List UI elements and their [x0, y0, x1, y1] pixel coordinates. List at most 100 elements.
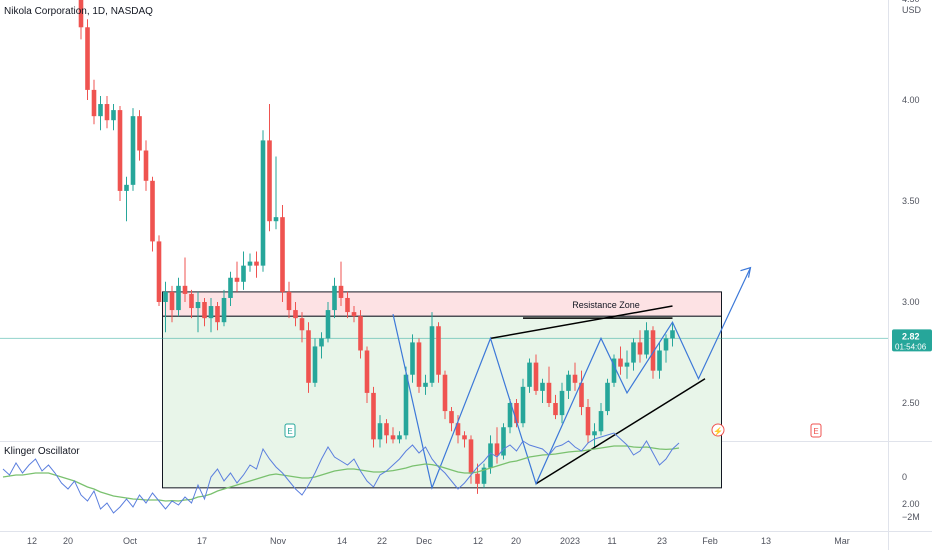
candle-body[interactable]: [410, 342, 415, 375]
candle-body[interactable]: [364, 350, 370, 393]
candle-body[interactable]: [156, 241, 162, 302]
candle-body[interactable]: [111, 110, 116, 121]
candle-body[interactable]: [559, 390, 565, 416]
candle-body[interactable]: [306, 330, 311, 383]
candle-body[interactable]: [130, 116, 136, 185]
candle-body[interactable]: [221, 297, 227, 323]
candle-body[interactable]: [481, 467, 487, 484]
candle-body[interactable]: [429, 326, 435, 383]
candle-body[interactable]: [455, 423, 461, 436]
resistance-zone[interactable]: [162, 291, 722, 317]
candle-body[interactable]: [436, 326, 441, 375]
candle-body[interactable]: [572, 374, 578, 383]
candle-body[interactable]: [598, 411, 604, 432]
candle-body[interactable]: [475, 473, 480, 484]
candle-body[interactable]: [462, 435, 467, 440]
candle-body[interactable]: [611, 358, 617, 383]
candle-body[interactable]: [592, 431, 597, 436]
candle-body[interactable]: [176, 285, 181, 311]
candle-body[interactable]: [605, 382, 610, 412]
range-box[interactable]: [162, 315, 722, 489]
candle-body[interactable]: [182, 285, 188, 294]
candle-body[interactable]: [637, 342, 643, 355]
candle-body[interactable]: [215, 306, 220, 323]
candle-body[interactable]: [280, 217, 285, 292]
candle-body[interactable]: [501, 427, 506, 456]
candle-body[interactable]: [163, 291, 168, 302]
candle-body[interactable]: [631, 342, 636, 363]
candle-body[interactable]: [377, 423, 383, 440]
candle-body[interactable]: [663, 338, 669, 351]
event-markers[interactable]: E ⚡ E: [284, 423, 822, 438]
candle-body[interactable]: [644, 330, 649, 355]
candle-body[interactable]: [143, 150, 149, 181]
candle-body[interactable]: [267, 140, 272, 222]
candle-body[interactable]: [137, 116, 142, 151]
candle-body[interactable]: [293, 310, 298, 319]
candle-body[interactable]: [78, 0, 84, 28]
candle-body[interactable]: [325, 310, 331, 339]
candle-body[interactable]: [234, 277, 240, 282]
klinger-line[interactable]: [2, 432, 680, 514]
candle-body[interactable]: [260, 140, 266, 266]
candle-body[interactable]: [585, 407, 591, 436]
candle-body[interactable]: [273, 217, 279, 222]
candle-body[interactable]: [540, 382, 545, 391]
candle-body[interactable]: [312, 346, 318, 383]
candle-body[interactable]: [228, 277, 233, 298]
candle-body[interactable]: [579, 382, 584, 408]
candle-body[interactable]: [247, 261, 253, 266]
candle-body[interactable]: [546, 382, 552, 403]
candle-body[interactable]: [91, 89, 97, 117]
candle-body[interactable]: [299, 318, 305, 331]
candle-body[interactable]: [670, 330, 675, 339]
candle-body[interactable]: [189, 293, 194, 309]
candle-body[interactable]: [208, 306, 214, 319]
projection-zigzag[interactable]: [392, 267, 752, 490]
candle-body[interactable]: [124, 184, 129, 191]
candle-body[interactable]: [566, 374, 571, 391]
time-axis[interactable]: 12 20 Oct 17 Nov 14 22 Dec 12 20 2023 11 23 Feb 13 Mar: [27, 536, 850, 546]
candle-body[interactable]: [338, 285, 344, 298]
candle-body[interactable]: [169, 291, 175, 311]
candle-body[interactable]: [397, 435, 402, 440]
candle-body[interactable]: [650, 330, 656, 371]
split-icon[interactable]: ⚡: [711, 423, 725, 437]
candle-body[interactable]: [618, 358, 623, 367]
candle-body[interactable]: [520, 386, 526, 424]
candle-body[interactable]: [150, 180, 155, 242]
candle-body[interactable]: [507, 403, 513, 428]
candle-body[interactable]: [390, 435, 396, 440]
candle-body[interactable]: [117, 110, 123, 191]
candle-body[interactable]: [286, 291, 292, 311]
candle-body[interactable]: [332, 285, 337, 311]
wedge-bottom-line[interactable]: [535, 378, 706, 485]
candle-body[interactable]: [449, 411, 454, 424]
pattern-lines-layer[interactable]: [392, 266, 752, 490]
candle-body[interactable]: [553, 403, 558, 416]
candle-body[interactable]: [514, 403, 519, 424]
price-axis[interactable]: 5.505.004.504.003.503.002.502.002.8201:5…: [892, 0, 932, 509]
candle-body[interactable]: [254, 261, 259, 266]
candle-body[interactable]: [384, 423, 389, 436]
signal-line[interactable]: [2, 445, 680, 502]
candle-body[interactable]: [345, 297, 350, 313]
candle-body[interactable]: [403, 374, 409, 436]
candle-body[interactable]: [104, 104, 110, 121]
candle-body[interactable]: [494, 443, 500, 456]
candle-body[interactable]: [202, 302, 207, 319]
earnings-icon[interactable]: E: [810, 423, 822, 438]
candle-body[interactable]: [423, 382, 428, 387]
candle-body[interactable]: [241, 265, 246, 282]
candle-body[interactable]: [416, 342, 422, 387]
wedge-top-line[interactable]: [490, 305, 673, 340]
candle-body[interactable]: [468, 439, 474, 474]
candle-body[interactable]: [371, 392, 376, 440]
candle-body[interactable]: [85, 27, 90, 90]
candle-body[interactable]: [358, 316, 363, 351]
candle-body[interactable]: [657, 350, 662, 371]
earnings-icon[interactable]: E: [284, 423, 296, 438]
candle-body[interactable]: [319, 338, 324, 347]
candle-body[interactable]: [624, 362, 630, 367]
candle-body[interactable]: [442, 374, 448, 412]
